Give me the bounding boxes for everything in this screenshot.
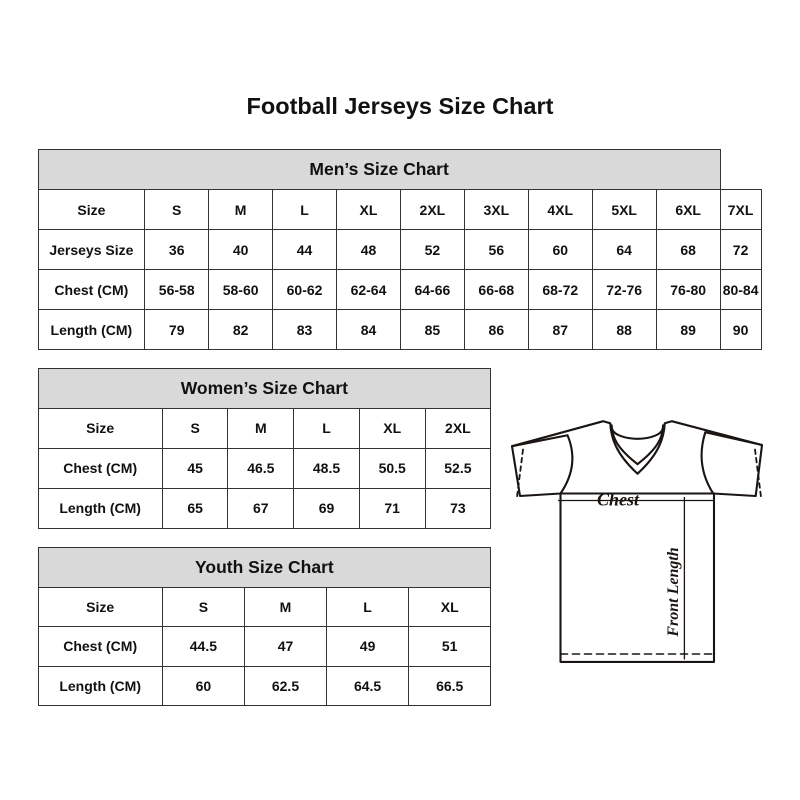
- svg-text:Chest: Chest: [597, 490, 640, 510]
- svg-text:Front Length: Front Length: [665, 547, 682, 637]
